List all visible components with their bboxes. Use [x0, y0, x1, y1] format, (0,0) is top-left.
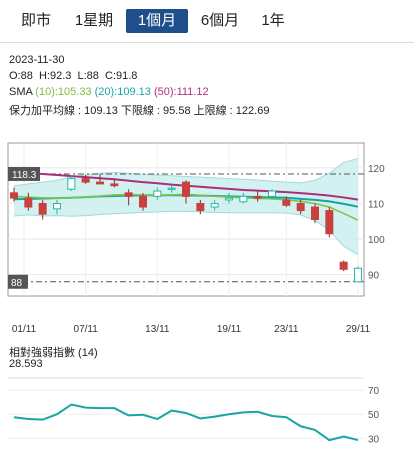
- period-low-label: 88: [11, 278, 23, 289]
- rsi-y-tick-label: 30: [368, 434, 380, 445]
- candle-body: [354, 267, 362, 283]
- candle-body: [67, 178, 76, 190]
- candle-body: [268, 190, 276, 197]
- price-y-tick-label: 100: [368, 235, 385, 246]
- tab-1-month[interactable]: 1個月: [126, 9, 188, 33]
- candle-body: [325, 210, 334, 235]
- price-y-tick-label: 110: [368, 199, 384, 210]
- period-high-label-box: [8, 166, 40, 181]
- candle-body: [253, 195, 262, 199]
- period-high-label: 118.3: [12, 170, 37, 181]
- tab-realtime[interactable]: 即市: [20, 12, 51, 29]
- price-x-tick-label: 23/11: [274, 324, 299, 335]
- price-x-tick-label: 07/11: [74, 324, 99, 335]
- price-plot-frame: [7, 142, 365, 297]
- candle-body: [239, 195, 248, 203]
- quote-date: 2023-11-30: [9, 54, 65, 66]
- price-x-tick-label: 01/11: [12, 324, 37, 335]
- price-y-tick-label: 90: [368, 271, 380, 282]
- candle-body: [311, 206, 319, 220]
- rsi-line: [13, 403, 359, 442]
- candle-body: [296, 202, 305, 212]
- rsi-value: 28.593: [9, 358, 43, 370]
- price-y-tick-label: 120: [368, 164, 385, 175]
- candle-body: [38, 202, 47, 215]
- candle-body: [110, 183, 119, 187]
- candle-body: [339, 261, 348, 270]
- price-x-tick-label: 19/11: [217, 324, 242, 335]
- tab-divider: [0, 42, 414, 43]
- sma50-value: (50):111.12: [153, 86, 209, 98]
- tab-1-year[interactable]: 1年: [261, 12, 285, 29]
- sma-legend: SMA (10):105.33 (20):109.13 (50):111.12: [9, 86, 209, 98]
- price-x-tick-label: 29/11: [346, 324, 371, 335]
- sma10-value: (10):105.33: [35, 86, 92, 98]
- candle-body: [124, 192, 133, 197]
- tab-1-week[interactable]: 1星期: [74, 12, 114, 29]
- period-low-label-box: [8, 274, 28, 289]
- candle-body: [139, 195, 147, 208]
- candle-body: [24, 197, 33, 208]
- bollinger-band: [14, 158, 358, 255]
- sma-label: SMA: [9, 86, 33, 98]
- candle-body: [282, 199, 291, 206]
- candle-body: [167, 187, 176, 190]
- candle-body: [81, 178, 90, 183]
- candle-body: [225, 197, 233, 201]
- candle-body: [96, 181, 104, 185]
- ohlc-values: O:88 H:92.3 L:88 C:91.8: [9, 70, 138, 82]
- candle-body: [182, 181, 190, 197]
- candle-body: [10, 192, 18, 199]
- price-x-tick-label: 13/11: [145, 324, 170, 335]
- period-tab-bar: 即市 1星期 1個月 6個月 1年: [0, 0, 414, 42]
- sma20-value: (20):109.13: [94, 86, 151, 98]
- candle-body: [153, 190, 162, 197]
- candle-body: [210, 202, 219, 208]
- candle-body: [53, 202, 61, 210]
- rsi-title: 相對強弱指數 (14): [9, 347, 98, 359]
- candle-body: [196, 202, 205, 212]
- rsi-y-tick-label: 70: [368, 386, 380, 397]
- bollinger-legend: 保力加平均線 : 109.13 下限線 : 95.58 上限線 : 122.69: [9, 105, 270, 117]
- rsi-y-tick-label: 50: [368, 410, 380, 421]
- bollinger-lower-line: [13, 210, 359, 256]
- tab-6-months[interactable]: 6個月: [200, 12, 240, 29]
